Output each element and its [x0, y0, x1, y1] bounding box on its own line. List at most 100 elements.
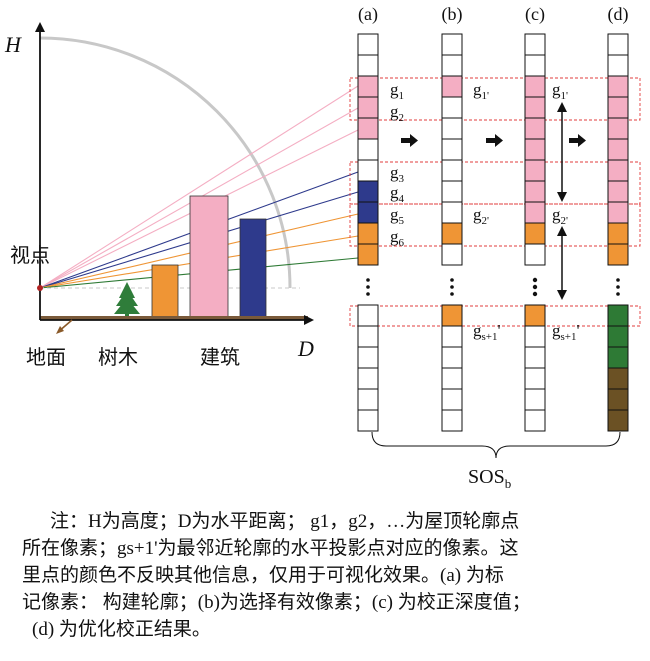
ellipsis-dots — [366, 277, 620, 297]
caption-line-2: 所在像素；gs+1'为最邻近轮廓的水平投影点对应的像素。这 — [22, 538, 519, 559]
pixel-cell — [441, 54, 463, 77]
pixel-cell — [357, 346, 379, 369]
group-label: SOSb — [468, 466, 512, 491]
label-g2p-b: g2' — [473, 205, 489, 227]
label-gs1p-b: gs+1' — [473, 321, 501, 343]
pixel-cell — [607, 54, 629, 77]
label-g2: g2 — [390, 102, 404, 124]
pixel-cell — [441, 201, 463, 224]
label-gs1p-c: gs+1' — [552, 321, 580, 343]
pixel-cell — [524, 159, 546, 182]
pixel-cell — [441, 33, 463, 56]
pixel-cell — [524, 96, 546, 119]
pixel-cell — [357, 304, 379, 327]
pixel-cell — [357, 201, 379, 224]
pixel-cell — [441, 222, 463, 245]
pixel-cell — [607, 222, 629, 245]
pixel-cell — [357, 409, 379, 432]
pixel-cell — [607, 180, 629, 203]
pixel-cell — [441, 96, 463, 119]
pixel-cell — [441, 367, 463, 390]
pixel-cell — [441, 159, 463, 182]
label-g4: g4 — [390, 183, 405, 205]
pixel-cell — [441, 138, 463, 161]
pixel-cell — [607, 159, 629, 182]
label-g2p-c: g2' — [552, 205, 568, 227]
pixel-cell — [607, 201, 629, 224]
pixel-cell — [607, 304, 629, 327]
pixel-cell — [524, 304, 546, 327]
pixel-cell — [524, 222, 546, 245]
d-axis-label: D — [297, 336, 314, 361]
pixel-cell — [441, 325, 463, 348]
step-arrow-b-c-icon — [486, 134, 503, 147]
pixel-cell — [524, 346, 546, 369]
pixel-cell — [524, 325, 546, 348]
pixel-labels: g1 g2 g3 g4 g5 g6 g1' g2' gs+1' g1' g2' … — [390, 80, 580, 343]
pixel-cell — [607, 75, 629, 98]
caption-line-1: 注：H为高度；D为水平距离； g1，g2，…为屋顶轮廓点 — [50, 511, 520, 532]
caption-line-3: 里点的颜色不反映其他信息，仅用于可视化效果。(a) 为标 — [22, 565, 504, 586]
caption-line-4: 记像素： 构建轮廓；(b)为选择有效像素；(c) 为校正深度值； — [22, 592, 531, 613]
pixel-cell — [607, 243, 629, 266]
building-blue — [239, 218, 267, 319]
column-label-a: (a) — [358, 4, 378, 25]
pixel-cell — [524, 201, 546, 224]
double-arrows — [557, 102, 567, 300]
pixel-cell — [441, 346, 463, 369]
pixel-cell — [357, 388, 379, 411]
pixel-cell — [607, 33, 629, 56]
pixel-cell — [357, 222, 379, 245]
diagram: H D 视点 地面 树木 建筑 (a) (b) (c) (d) — [4, 4, 641, 459]
pixel-cell — [357, 75, 379, 98]
pixel-cell — [357, 159, 379, 182]
pixel-cell — [607, 96, 629, 119]
pixel-cell — [607, 367, 629, 390]
pixel-cell — [357, 54, 379, 77]
column-label-d: (d) — [608, 4, 629, 25]
pixel-cell — [607, 346, 629, 369]
pixel-cell — [524, 33, 546, 56]
pixel-cell — [357, 33, 379, 56]
caption-line-5: (d) 为优化校正结果。 — [32, 619, 211, 640]
pixel-cell — [441, 409, 463, 432]
pixel-cell — [607, 325, 629, 348]
marked-bands — [349, 77, 641, 327]
pixel-cell — [357, 117, 379, 140]
label-g1p-c: g1' — [552, 80, 568, 102]
label-g5: g5 — [390, 205, 405, 227]
pixel-cell — [524, 367, 546, 390]
pixel-cell — [524, 409, 546, 432]
tree-label: 树木 — [98, 346, 138, 369]
pixel-cell — [607, 409, 629, 432]
viewpoint-dot — [37, 285, 43, 291]
building-tall-pink — [189, 195, 229, 319]
pixel-cell — [524, 117, 546, 140]
label-g1p-b: g1' — [473, 80, 489, 102]
pixel-cell — [441, 117, 463, 140]
pixel-cell — [524, 180, 546, 203]
pixel-cell — [524, 388, 546, 411]
pixel-cell — [607, 388, 629, 411]
step-arrow-c-d-icon — [569, 134, 586, 147]
pixel-cell — [441, 388, 463, 411]
column-label-b: (b) — [442, 4, 463, 25]
h-axis-label: H — [4, 32, 22, 57]
ground-bar — [40, 316, 308, 320]
building-label: 建筑 — [200, 346, 240, 369]
pixel-cell — [524, 54, 546, 77]
caption: 注：H为高度；D为水平距离； g1，g2，…为屋顶轮廓点 所在像素；gs+1'为… — [22, 508, 638, 643]
pixel-cell — [441, 75, 463, 98]
step-arrows — [401, 134, 586, 147]
pixel-cell — [357, 367, 379, 390]
group-brace — [371, 431, 621, 459]
pixel-cell — [524, 138, 546, 161]
building-short-orange — [151, 264, 179, 319]
pixel-cell — [357, 325, 379, 348]
column-label-c: (c) — [525, 4, 545, 25]
pixel-cell — [524, 75, 546, 98]
ground-label: 地面 — [26, 346, 66, 369]
pixel-cell — [357, 243, 379, 266]
pixel-cell — [607, 138, 629, 161]
label-g6: g6 — [390, 227, 405, 249]
